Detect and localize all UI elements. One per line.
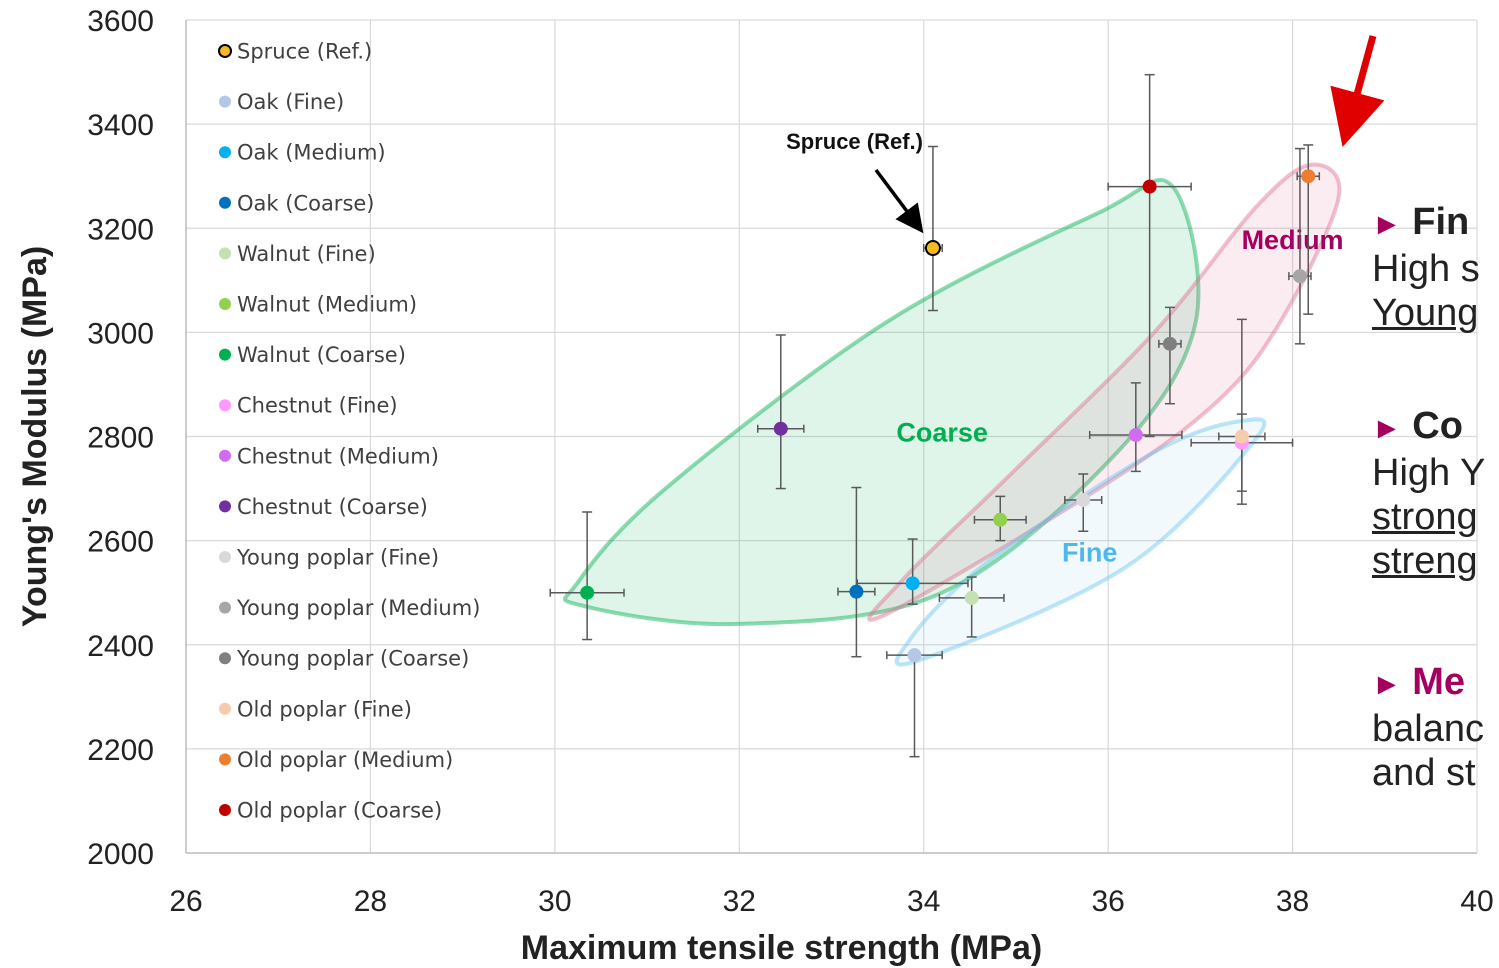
legend-marker: [219, 298, 231, 310]
data-point-oak-medium: [905, 576, 920, 591]
legend-marker: [218, 44, 232, 58]
y-tick-label: 2000: [87, 838, 154, 871]
data-point-spruce-ref: [924, 240, 941, 257]
side-note-medium-line1: balanc: [1372, 708, 1484, 750]
side-note-coarse-head: Co: [1412, 405, 1463, 447]
red-arrow-icon: [1330, 35, 1385, 148]
triangle-marker-icon: ►: [1372, 208, 1402, 241]
x-tick-label: 40: [1460, 885, 1493, 918]
x-tick-label: 38: [1276, 885, 1309, 918]
region-fine: [894, 417, 1267, 667]
legend-marker: [219, 804, 231, 816]
legend-label: Oak (Fine): [237, 90, 344, 114]
x-axis-title: Maximum tensile strength (MPa): [521, 929, 1042, 967]
legend-label: Chestnut (Coarse): [237, 495, 428, 519]
y-tick-label: 2200: [87, 734, 154, 767]
legend-label: Young poplar (Medium): [236, 596, 480, 620]
side-note-medium-head: Me: [1412, 661, 1466, 703]
x-tick-label: 30: [538, 885, 571, 918]
legend-marker: [219, 196, 231, 209]
legend-marker: [219, 449, 231, 462]
side-note-fine-line2: Young: [1372, 292, 1479, 334]
legend-marker: [219, 399, 231, 412]
data-point-walnut-medium: [993, 512, 1008, 527]
region-label-coarse: Coarse: [896, 418, 988, 448]
y-tick-label: 2600: [87, 526, 154, 559]
legend-label: Oak (Coarse): [237, 191, 375, 215]
legend-label: Oak (Medium): [237, 141, 386, 165]
data-point-walnut-coarse: [580, 585, 595, 600]
data-point-old-poplar-coarse: [1142, 179, 1157, 194]
legend-label: Walnut (Fine): [237, 242, 376, 266]
data-point-oak-fine: [907, 648, 922, 663]
black-arrow-icon: [874, 168, 924, 234]
x-tick-label: 34: [907, 885, 940, 918]
x-tick-label: 28: [354, 885, 387, 918]
legend-marker: [219, 702, 231, 715]
legend-marker: [219, 146, 231, 159]
legend-label: Old poplar (Coarse): [237, 799, 442, 823]
data-point-young-poplar-fine: [1076, 493, 1091, 508]
y-tick-label: 3000: [87, 317, 154, 350]
side-note-medium: ► Me balanc and st: [1372, 660, 1499, 795]
side-note-coarse-line1: High Y: [1372, 452, 1486, 494]
y-tick-label: 3200: [87, 213, 154, 246]
legend-label: Walnut (Coarse): [237, 343, 406, 367]
data-point-chestnut-medium: [1128, 427, 1143, 442]
legend-marker: [219, 348, 231, 361]
legend-marker: [219, 753, 231, 766]
side-note-coarse-line2: strong: [1372, 496, 1478, 538]
legend-marker: [219, 247, 231, 260]
data-point-old-poplar-fine: [1234, 429, 1249, 444]
annotation-spruce: Spruce (Ref.): [786, 129, 923, 154]
legend-label: Young poplar (Coarse): [236, 647, 469, 671]
legend-label: Old poplar (Fine): [237, 697, 412, 721]
triangle-marker-icon: ►: [1372, 668, 1402, 701]
data-point-young-poplar-coarse: [1162, 336, 1177, 351]
data-point-oak-coarse: [849, 584, 864, 599]
legend-marker: [219, 500, 231, 513]
y-tick-label: 3600: [87, 5, 154, 38]
data-point-old-poplar-medium: [1301, 169, 1316, 184]
legend-marker: [219, 652, 231, 665]
data-point-chestnut-coarse: [773, 421, 788, 436]
y-tick-label: 2800: [87, 422, 154, 455]
region-label-fine: Fine: [1062, 537, 1118, 567]
y-tick-label: 3400: [87, 109, 154, 142]
region-label-medium: Medium: [1242, 225, 1344, 255]
region-medium: [867, 162, 1342, 622]
legend-marker: [219, 95, 231, 108]
side-note-medium-line2: and st: [1372, 752, 1476, 794]
y-tick-label: 2400: [87, 630, 154, 663]
side-note-coarse-line3: streng: [1372, 540, 1478, 582]
legend-label: Young poplar (Fine): [236, 546, 439, 570]
side-note-coarse: ► Co High Y strong streng: [1372, 404, 1499, 583]
region-coarse: [562, 177, 1201, 627]
legend-label: Chestnut (Medium): [237, 444, 439, 468]
side-note-fine-head: Fin: [1412, 201, 1470, 243]
legend-marker: [219, 551, 231, 563]
data-point-young-poplar-medium: [1292, 269, 1307, 284]
x-tick-label: 36: [1091, 885, 1124, 918]
legend-label: Chestnut (Fine): [237, 394, 398, 418]
x-tick-label: 26: [169, 885, 202, 918]
side-note-fine: ► Fin High s Young: [1372, 200, 1499, 335]
legend-label: Walnut (Medium): [237, 293, 417, 317]
data-point-walnut-fine: [964, 590, 979, 605]
side-note-fine-line1: High s: [1372, 248, 1480, 290]
x-tick-label: 32: [723, 885, 756, 918]
legend-label: Old poplar (Medium): [237, 748, 453, 772]
triangle-marker-icon: ►: [1372, 412, 1402, 445]
legend-marker: [219, 601, 231, 614]
y-axis-title: Young's Modulus (MPa): [16, 246, 54, 627]
legend-label: Spruce (Ref.): [237, 40, 372, 64]
